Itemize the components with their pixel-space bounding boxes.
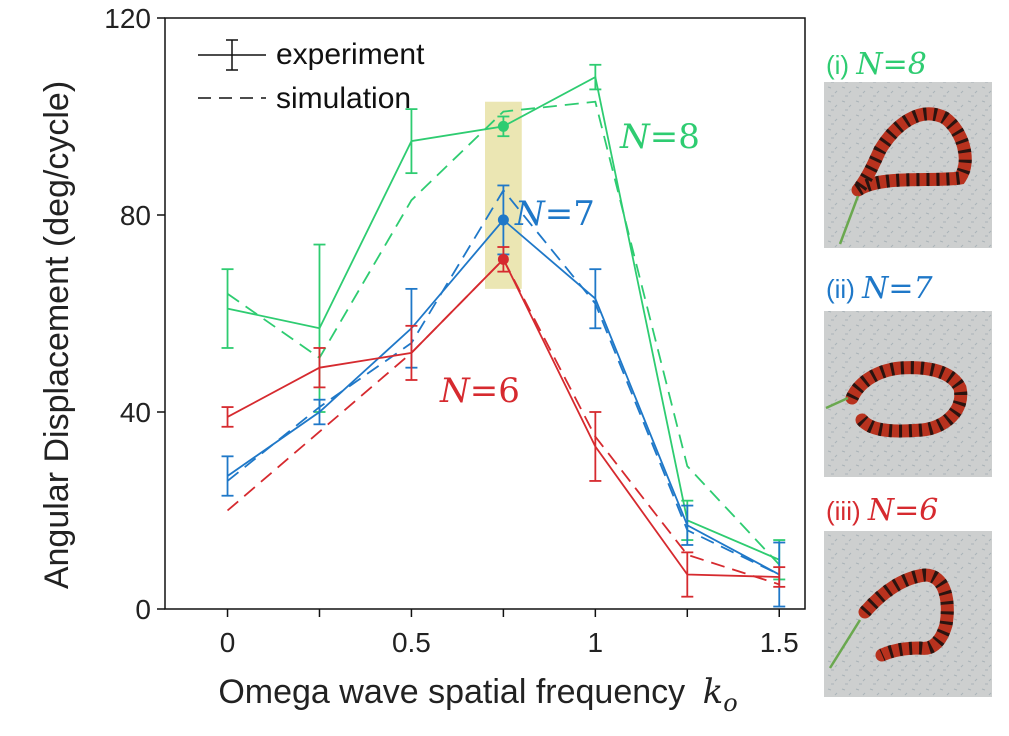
- y-tick-label: 120: [104, 3, 151, 34]
- series-label-n8: N=8: [619, 117, 700, 157]
- tether-n8-icon: [838, 195, 860, 245]
- highlight-point-n8: [497, 120, 509, 132]
- simulation-line-n6: [226, 257, 780, 586]
- snake-robot-photo-n6: [824, 531, 992, 697]
- snake-joints-n8-icon: [852, 107, 972, 196]
- y-axis-title: Angular Displacement (deg/cycle): [38, 81, 76, 589]
- x-axis-title: Omega wave spatial frequency ko: [218, 672, 737, 717]
- photo-caption-n6: (iii) N=6: [826, 493, 938, 528]
- x-tick-label: 1.5: [760, 627, 799, 658]
- y-tick-label: 40: [120, 397, 151, 428]
- photo-caption-n8: (i) N=8: [826, 47, 927, 82]
- legend-simulation-label: simulation: [276, 82, 411, 115]
- series-label-n6: N=6: [439, 371, 520, 411]
- x-tick-label: 1: [588, 627, 604, 658]
- legend: experiment simulation: [198, 38, 425, 115]
- x-tick-label: 0: [220, 627, 236, 658]
- tether-n7-icon: [825, 396, 849, 410]
- legend-experiment-label: experiment: [276, 38, 425, 71]
- photo-panel-n6: (iii) N=6: [824, 493, 992, 697]
- plot-frame: [164, 17, 806, 610]
- snake-robot-n7-icon: [845, 361, 968, 438]
- y-tick-label: 80: [120, 200, 151, 231]
- snake-joints-n6-icon: [860, 568, 954, 661]
- y-tick-label: 0: [135, 594, 151, 625]
- highlight-point-n7: [497, 214, 509, 226]
- series-label-n7: N=7: [514, 194, 595, 234]
- highlight-point-n6: [497, 253, 509, 265]
- photo-panel-n8: (i) N=8: [824, 47, 992, 248]
- photo-caption-n7: (ii) N=7: [826, 271, 934, 306]
- tether-n6-icon: [828, 619, 862, 669]
- x-tick-label: 0.5: [392, 627, 431, 658]
- photo-panel-n7: (ii) N=7: [824, 271, 992, 477]
- plot-area: 0 0.5 1 1.5 0 40 80 120: [104, 3, 806, 658]
